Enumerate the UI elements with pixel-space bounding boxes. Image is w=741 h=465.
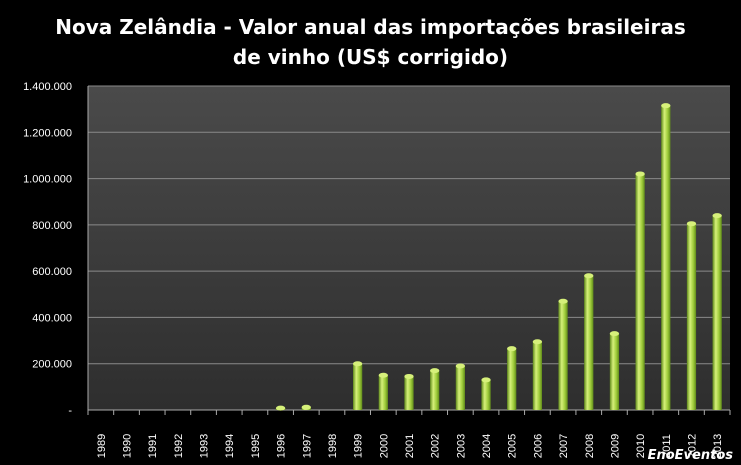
- bar: [378, 375, 388, 410]
- chart-title: Nova Zelândia - Valor anual das importaç…: [0, 12, 741, 72]
- x-tick-label: 1989: [96, 434, 108, 458]
- bar-cap: [301, 404, 311, 410]
- y-tick-label: 1.400.000: [23, 81, 72, 93]
- bar: [404, 376, 414, 410]
- bar-cap: [558, 298, 568, 304]
- x-tick-label: 2004: [481, 434, 493, 458]
- bar: [712, 215, 722, 410]
- bar: [635, 173, 645, 410]
- bar-cap: [430, 368, 440, 374]
- x-tick-label: 2000: [378, 434, 390, 458]
- bar: [584, 275, 594, 410]
- chart-title-line-2: de vinho (US$ corrigido): [232, 45, 509, 69]
- chart-title-line-1: Nova Zelândia - Valor anual das importaç…: [55, 15, 686, 39]
- x-tick-label: 2001: [404, 434, 416, 458]
- bar-cap: [661, 103, 671, 109]
- x-tick-label: 2011: [661, 434, 673, 458]
- bar-cap: [609, 331, 620, 337]
- y-tick-label: -: [68, 405, 72, 417]
- plot-area: [88, 86, 730, 410]
- watermark-logo: EnoEventos: [647, 448, 733, 463]
- bar-cap: [635, 171, 645, 177]
- y-tick-label: 400.000: [32, 312, 72, 324]
- bar-cap: [378, 372, 388, 378]
- y-tick-label: 800.000: [32, 220, 72, 232]
- x-tick-label: 1991: [147, 434, 159, 458]
- bar: [353, 363, 363, 410]
- x-tick-label: 2008: [584, 434, 596, 458]
- bar-cap: [353, 361, 363, 367]
- x-tick-label: 1999: [353, 434, 365, 458]
- bar-cap: [481, 377, 491, 383]
- bar: [661, 105, 671, 411]
- x-tick-label: 2010: [635, 434, 647, 458]
- bar-cap: [455, 363, 465, 369]
- x-tick-label: 2009: [609, 434, 621, 458]
- y-tick-label: 600.000: [32, 266, 72, 278]
- x-tick-label: 2007: [558, 434, 570, 458]
- y-tick-label: 1.000.000: [23, 174, 72, 186]
- y-tick-label: 1.200.000: [23, 127, 72, 139]
- bar: [430, 370, 440, 410]
- bar: [686, 223, 697, 410]
- bar: [558, 301, 568, 410]
- x-tick-label: 2013: [712, 434, 724, 458]
- bar-cap: [275, 405, 286, 411]
- x-tick-label: 2005: [507, 434, 519, 458]
- x-tick-label: 1993: [199, 434, 211, 458]
- x-tick-label: 1992: [173, 434, 185, 458]
- x-tick-label: 2003: [455, 434, 467, 458]
- x-tick-label: 1990: [122, 434, 134, 458]
- bar-cap: [712, 213, 722, 219]
- bar-cap: [686, 221, 697, 227]
- bar-cap: [532, 339, 543, 345]
- x-tick-label: 2002: [430, 434, 442, 458]
- bar: [481, 379, 491, 410]
- bar: [532, 341, 543, 410]
- bar-cap: [404, 373, 414, 379]
- bar: [455, 366, 465, 410]
- bar-cap: [584, 273, 594, 279]
- y-tick-label: 200.000: [32, 359, 72, 371]
- bar: [507, 348, 517, 410]
- x-tick-label: 1996: [276, 434, 288, 458]
- bar: [609, 333, 620, 410]
- x-tick-label: 1994: [224, 434, 236, 458]
- x-tick-label: 2012: [686, 434, 698, 458]
- x-tick-label: 1995: [250, 434, 262, 458]
- x-tick-label: 1997: [301, 434, 313, 458]
- x-tick-label: 1998: [327, 434, 339, 458]
- x-tick-label: 2006: [532, 434, 544, 458]
- bar-cap: [507, 346, 517, 352]
